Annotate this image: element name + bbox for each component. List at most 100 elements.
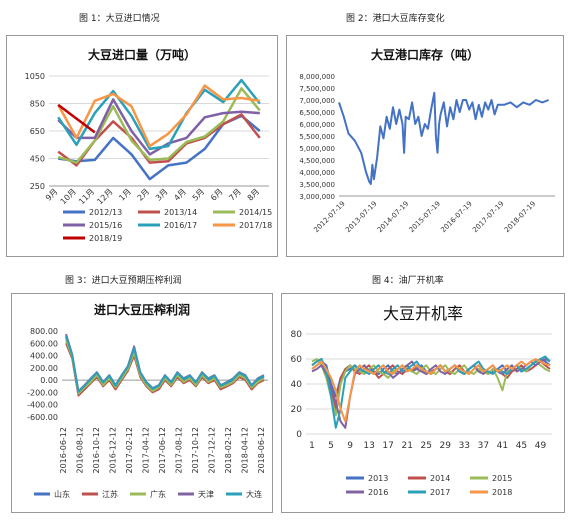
chart-svg: 250 450 650 850 1050 9月 10月 11月 12月 1月 2月 3月 4月 5月 6月 7… bbox=[25, 72, 273, 243]
x-tick-label: 37 bbox=[478, 441, 489, 451]
series-line bbox=[311, 358, 551, 423]
y-tick-label: 8,000,000 bbox=[299, 73, 335, 81]
x-tick-label: 6月 bbox=[209, 187, 225, 203]
legend-label: 广东 bbox=[150, 489, 166, 499]
y-tick-label: 7,500,000 bbox=[299, 85, 335, 93]
figure-1-title: 图 1：大豆进口情况 bbox=[79, 14, 160, 24]
x-tick-label: 3月 bbox=[154, 187, 170, 203]
x-tick-label: 21 bbox=[401, 441, 412, 451]
x-tick-label: 17 bbox=[382, 441, 393, 451]
y-tick-label: -600.00 bbox=[27, 413, 58, 422]
y-tick-label: 20 bbox=[291, 405, 303, 415]
x-tick-label: 2016-08-12 bbox=[76, 427, 85, 474]
legend-label: 2013 bbox=[368, 474, 388, 483]
x-tick-label: 2013-07-19 bbox=[344, 200, 378, 234]
x-tick-label: 5 bbox=[328, 441, 334, 451]
legend-label: 天津 bbox=[198, 489, 214, 499]
y-tick-label: 1050 bbox=[25, 72, 45, 81]
x-tick-label: 1 bbox=[309, 441, 315, 451]
chart-soybean-imports: 大豆进口量（万吨） 250 450 650 850 1050 9月 10月 11月 12月 1月 2… bbox=[6, 35, 278, 257]
x-tick-label: 41 bbox=[497, 441, 508, 451]
chart-title: 大豆进口量（万吨） bbox=[87, 48, 196, 62]
x-tick-label: 2016-06-12 bbox=[59, 427, 68, 474]
legend-label: 2017/18 bbox=[239, 221, 272, 230]
series-line bbox=[338, 91, 549, 185]
legend-label: 2012/13 bbox=[89, 208, 122, 217]
y-tick-label: -400.00 bbox=[27, 401, 58, 410]
x-tick-label: 2017-10-12 bbox=[191, 427, 200, 474]
x-tick-label: 4月 bbox=[172, 187, 188, 203]
x-tick-label: 9 bbox=[347, 441, 353, 451]
series-line bbox=[65, 336, 265, 394]
figure-2-title: 图 2：港口大豆库存变化 bbox=[346, 14, 445, 24]
x-tick-label: 2017-07-19 bbox=[471, 200, 505, 234]
y-tick-label: 4,500,000 bbox=[299, 157, 335, 165]
x-tick-label: 10月 bbox=[59, 187, 78, 206]
series-line bbox=[57, 84, 260, 148]
legend-label: 大连 bbox=[246, 489, 262, 499]
x-tick-label: 2017-04-12 bbox=[142, 427, 151, 474]
x-tick-label: 13 bbox=[363, 441, 374, 451]
x-tick-label: 2017-02-12 bbox=[125, 427, 134, 474]
legend-label: 山东 bbox=[54, 489, 70, 499]
x-tick-label: 33 bbox=[459, 441, 470, 451]
chart-crush-rate: 大豆开机率 0 20 40 60 80 1 5 9 13 17 21 25 29 33 37 41 45 49 20… bbox=[281, 293, 565, 513]
legend-label: 2018/19 bbox=[89, 234, 122, 243]
x-tick-label: 2018-04-12 bbox=[241, 427, 250, 474]
legend-label: 2015 bbox=[492, 474, 512, 483]
series-line bbox=[57, 87, 261, 164]
chart-title: 进口大豆压榨利润 bbox=[93, 303, 190, 317]
x-tick-label: 2017-08-12 bbox=[175, 427, 184, 474]
x-tick-label: 12月 bbox=[95, 187, 114, 206]
x-tick-label: 2016-10-12 bbox=[92, 427, 101, 474]
legend-label: 2018 bbox=[492, 488, 512, 497]
x-tick-label: 2018-02-12 bbox=[224, 427, 233, 474]
x-tick-label: 2018-07-19 bbox=[503, 200, 537, 234]
x-tick-label: 11月 bbox=[77, 187, 96, 206]
x-tick-label: 2014-07-19 bbox=[376, 200, 410, 234]
legend-label: 2017 bbox=[430, 488, 450, 497]
x-tick-label: 2012-07-19 bbox=[312, 200, 346, 234]
chart-svg: 0 20 40 60 80 1 5 9 13 17 21 25 29 33 37 41 45 49 2013 2014… bbox=[291, 330, 552, 497]
legend-label: 2014/15 bbox=[239, 208, 272, 217]
chart-title: 大豆港口库存（吨） bbox=[370, 48, 479, 62]
x-tick-label: 25 bbox=[421, 441, 432, 451]
x-tick-label: 2017-12-12 bbox=[208, 427, 217, 474]
x-tick-label: 45 bbox=[516, 441, 527, 451]
y-tick-label: 6,000,000 bbox=[299, 121, 335, 129]
series-line bbox=[65, 342, 265, 397]
y-tick-label: 3,000,000 bbox=[299, 193, 335, 201]
series-line bbox=[311, 358, 551, 398]
y-tick-label: 650 bbox=[30, 127, 45, 136]
y-tick-label: 3,500,000 bbox=[299, 181, 335, 189]
x-tick-label: 1月 bbox=[117, 187, 133, 203]
y-tick-label: 6,500,000 bbox=[299, 109, 335, 117]
y-tick-label: 850 bbox=[30, 100, 45, 109]
y-tick-label: 200.00 bbox=[30, 364, 58, 373]
x-tick-label: 2016-12-12 bbox=[109, 427, 118, 474]
chart-svg: 3,000,000 3,500,000 4,000,000 4,500,000 5,00… bbox=[299, 73, 555, 234]
y-tick-label: 0.00 bbox=[40, 376, 58, 385]
legend-label: 江苏 bbox=[102, 489, 118, 499]
y-tick-label: 4,000,000 bbox=[299, 169, 335, 177]
legend-label: 2014 bbox=[430, 474, 450, 483]
legend-label: 2016/17 bbox=[164, 221, 197, 230]
series-line bbox=[65, 335, 265, 393]
y-tick-label: 40 bbox=[291, 380, 303, 390]
chart-port-inventory: 大豆港口库存（吨） 3,000,000 3,500,000 4,000,000 4,5… bbox=[286, 35, 564, 257]
y-tick-label: 5,500,000 bbox=[299, 133, 335, 141]
y-tick-label: 5,000,000 bbox=[299, 145, 335, 153]
chart-crush-margin: 进口大豆压榨利润 800.00 600.00 400.00 200.00 0.00 -20… bbox=[11, 293, 273, 513]
x-tick-label: 5月 bbox=[191, 187, 207, 203]
legend-label: 2015/16 bbox=[89, 221, 122, 230]
series-line bbox=[65, 339, 265, 395]
x-tick-label: 9月 bbox=[44, 187, 60, 203]
figure-3-title: 图 3：进口大豆预期压榨利润 bbox=[65, 276, 182, 286]
x-tick-label: 7月 bbox=[227, 187, 243, 203]
chart-svg: 800.00 600.00 400.00 200.00 0.00 -200.00 -400.… bbox=[27, 327, 268, 499]
y-tick-label: 80 bbox=[291, 330, 303, 340]
y-tick-label: 800.00 bbox=[30, 327, 58, 336]
x-tick-label: 2018-06-12 bbox=[257, 427, 266, 474]
y-tick-label: 400.00 bbox=[30, 352, 58, 361]
x-tick-label: 8月 bbox=[246, 187, 262, 203]
